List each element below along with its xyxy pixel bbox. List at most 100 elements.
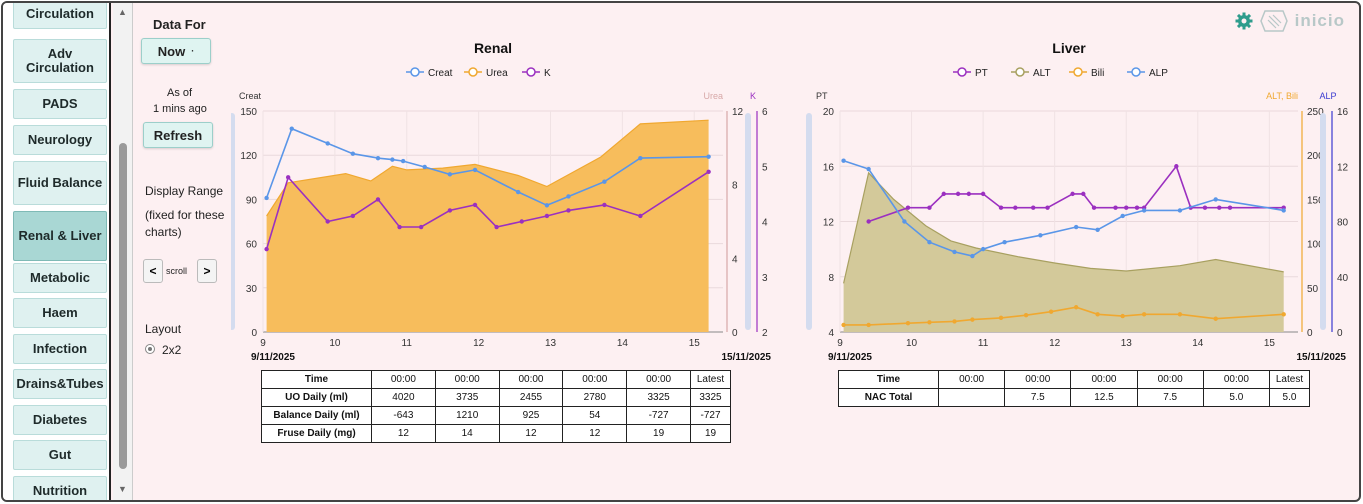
- data-point: [1081, 191, 1086, 197]
- data-point: [375, 155, 381, 161]
- data-point: [264, 246, 269, 252]
- series-area-alt: [843, 172, 1284, 332]
- table-cell: 19: [690, 424, 731, 443]
- data-point: [1202, 205, 1208, 210]
- table-cell: 00:00: [371, 370, 436, 389]
- right-axis-2-tick: 12: [1337, 162, 1349, 173]
- scroll-up-icon[interactable]: ▲: [118, 7, 127, 17]
- legend-label: K: [544, 68, 551, 79]
- sidebar-item-renal-liver[interactable]: Renal & Liver: [13, 211, 107, 261]
- data-point: [706, 154, 711, 159]
- scroll-prev-button[interactable]: <: [143, 259, 163, 283]
- data-point: [390, 157, 395, 162]
- right-axis-2-tick: 5: [762, 162, 768, 173]
- table-cell: NAC Total: [838, 388, 939, 407]
- table-cell: 00:00: [1136, 370, 1204, 389]
- table-cell: Latest: [690, 370, 731, 389]
- sidebar-scrollbar[interactable]: ▲ ▼: [113, 3, 133, 500]
- series-line-k: [265, 171, 710, 250]
- right-axis-scroller: [1320, 113, 1326, 330]
- table-cell: UO Daily (ml): [261, 388, 372, 407]
- data-point: [1281, 312, 1286, 317]
- y-tick-label: 30: [246, 284, 258, 295]
- data-point: [905, 320, 911, 326]
- scroll-thumb[interactable]: [119, 143, 127, 469]
- y-tick-label: 12: [823, 218, 835, 229]
- right-axis-2-tick: 6: [762, 107, 768, 118]
- table-row: NAC Total 7.5 12.5 7.5 5.0 5.0: [838, 388, 1310, 407]
- right-axis-1-tick: 200: [1307, 151, 1324, 162]
- sidebar-item-nutrition[interactable]: Nutrition: [13, 476, 107, 500]
- right-axis-2-label: ALP: [1319, 91, 1336, 101]
- legend-label: Bili: [1091, 68, 1104, 79]
- layout-option-label: 2x2: [162, 343, 182, 357]
- now-dropdown[interactable]: Now ·: [141, 38, 211, 64]
- right-axis-1-tick: 150: [1307, 195, 1324, 206]
- data-point: [519, 219, 524, 224]
- legend-marker: [1131, 67, 1141, 77]
- right-axis-2-tick: 0: [1337, 328, 1343, 339]
- table-cell: 3325: [626, 388, 691, 407]
- x-tick-label: 11: [978, 338, 989, 349]
- legend-marker: [1015, 67, 1025, 77]
- sidebar-item-adv-circulation[interactable]: Adv Circulation: [13, 39, 107, 83]
- y-axis-label: Creat: [239, 91, 262, 101]
- logo: inicio: [1235, 9, 1345, 33]
- left-axis-scroller: [806, 113, 812, 330]
- data-point: [706, 169, 711, 174]
- data-point: [952, 319, 957, 324]
- table-cell: 2455: [498, 388, 564, 407]
- refresh-button[interactable]: Refresh: [143, 122, 213, 148]
- scroll-label: scroll: [166, 266, 188, 276]
- scroll-next-button[interactable]: >: [197, 259, 217, 283]
- y-tick-label: 120: [240, 151, 257, 162]
- data-point: [1141, 312, 1147, 317]
- data-point: [998, 205, 1004, 210]
- data-point: [472, 202, 478, 208]
- data-point: [1124, 205, 1129, 210]
- gear-icon[interactable]: [1235, 12, 1253, 30]
- table-row: UO Daily (ml) 4020 3735 2455 2780 3325 3…: [261, 388, 731, 407]
- sidebar-item-haem[interactable]: Haem: [13, 298, 107, 328]
- y-tick-label: 150: [240, 107, 257, 118]
- sidebar-item-metabolic[interactable]: Metabolic: [13, 263, 107, 293]
- y-tick-label: 0: [251, 328, 257, 339]
- scroll-down-icon[interactable]: ▼: [118, 484, 127, 494]
- table-cell: 2780: [562, 388, 628, 407]
- sidebar-item-diabetes[interactable]: Diabetes: [13, 405, 107, 435]
- data-point: [400, 158, 406, 164]
- sidebar-item-drains-tubes[interactable]: Drains&Tubes: [13, 369, 107, 399]
- data-point: [1213, 316, 1218, 321]
- data-point: [638, 213, 643, 219]
- x-tick-label: 11: [402, 338, 413, 349]
- data-point: [1177, 312, 1183, 317]
- data-point: [1177, 208, 1183, 213]
- data-point: [447, 208, 453, 213]
- data-point: [1113, 205, 1118, 210]
- data-point: [544, 213, 550, 219]
- right-axis-1-tick: 8: [732, 181, 738, 192]
- sidebar-item-circulation[interactable]: Circulation: [13, 3, 107, 29]
- layout-radio[interactable]: [145, 344, 155, 354]
- data-point: [1048, 309, 1054, 314]
- liver-table: Time 00:00 00:00 00:00 00:00 00:00 Lates…: [838, 370, 1310, 407]
- y-tick-label: 16: [823, 162, 835, 173]
- table-cell: 5.0: [1269, 388, 1310, 407]
- data-point: [866, 166, 871, 172]
- data-point: [1227, 205, 1233, 210]
- data-for-label: Data For: [153, 17, 206, 32]
- sidebar-item-gut[interactable]: Gut: [13, 440, 107, 470]
- sidebar-item-pads[interactable]: PADS: [13, 89, 107, 119]
- sidebar-item-infection[interactable]: Infection: [13, 334, 107, 364]
- y-tick-label: 8: [828, 273, 834, 284]
- table-row: Balance Daily (ml) -643 1210 925 54 -727…: [261, 406, 731, 425]
- table-cell: 12.5: [1070, 388, 1138, 407]
- legend-marker: [526, 67, 536, 77]
- sidebar-nav: Circulation Adv Circulation PADS Neurolo…: [3, 3, 111, 500]
- sidebar-item-neurology[interactable]: Neurology: [13, 125, 107, 155]
- table-cell: -727: [626, 406, 691, 425]
- chart-title: Renal: [474, 40, 512, 56]
- data-point: [1013, 205, 1018, 210]
- sidebar-item-fluid-balance[interactable]: Fluid Balance: [13, 161, 107, 205]
